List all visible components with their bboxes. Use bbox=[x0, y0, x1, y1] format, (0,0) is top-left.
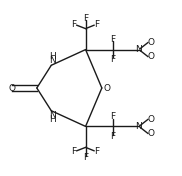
Text: H: H bbox=[49, 52, 56, 61]
Text: N: N bbox=[135, 45, 142, 54]
Text: F: F bbox=[110, 132, 115, 141]
Text: F: F bbox=[71, 20, 76, 29]
Text: F: F bbox=[110, 35, 115, 44]
Text: H: H bbox=[49, 115, 56, 124]
Text: O: O bbox=[147, 128, 155, 138]
Text: N: N bbox=[135, 122, 142, 131]
Text: F: F bbox=[110, 112, 115, 121]
Text: F: F bbox=[94, 20, 99, 29]
Text: O: O bbox=[8, 83, 15, 93]
Text: N: N bbox=[49, 56, 56, 65]
Text: O: O bbox=[147, 115, 155, 124]
Text: O: O bbox=[103, 83, 110, 93]
Text: F: F bbox=[110, 55, 115, 64]
Text: F: F bbox=[83, 14, 88, 23]
Text: N: N bbox=[49, 111, 56, 120]
Text: F: F bbox=[83, 153, 88, 162]
Text: F: F bbox=[94, 147, 99, 156]
Text: F: F bbox=[71, 147, 76, 156]
Text: O: O bbox=[147, 38, 155, 48]
Text: O: O bbox=[147, 52, 155, 61]
